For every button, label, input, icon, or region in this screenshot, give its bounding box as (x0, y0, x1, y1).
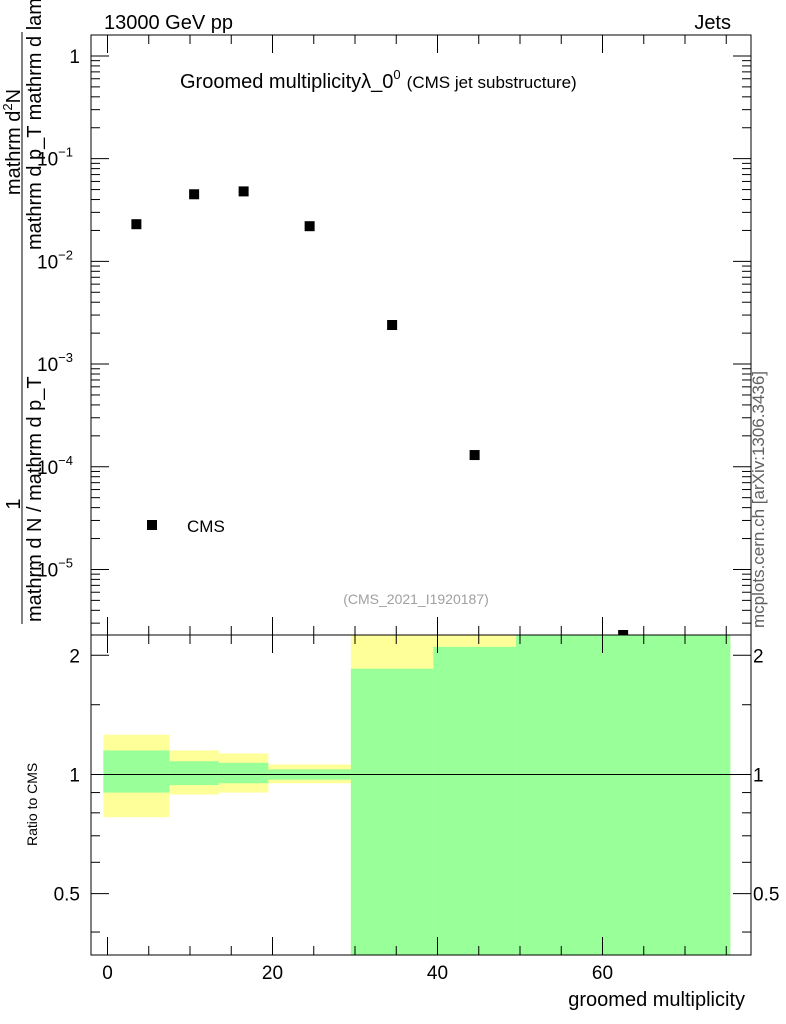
x-axis-label: groomed multiplicity (568, 989, 745, 1011)
data-point-cms (387, 320, 398, 331)
y-label-numerator: 1 (3, 498, 25, 509)
y-tick-label: 10−5 (37, 555, 73, 581)
y-tick-label: 10−2 (37, 247, 73, 273)
x-tick-label: 40 (427, 963, 448, 984)
data-point-cms (469, 450, 480, 461)
ratio-band-stat (515, 635, 731, 955)
y-tick-label: 1 (69, 47, 80, 68)
ratio-y-tick-label: 0.5 (54, 885, 80, 906)
ratio-y-tick-label-right: 1 (753, 765, 764, 786)
main-plot-frame (90, 34, 752, 636)
main-plot-panel: 1 10−1 10−2 10−3 10−4 10−5 Groomed multiplici… (0, 0, 752, 640)
legend-label-cms: CMS (187, 517, 225, 536)
y-tick-label: 10−1 (37, 145, 73, 171)
x-tick-label: 20 (262, 963, 283, 984)
data-point-cms (238, 186, 249, 197)
data-point-cms (131, 219, 142, 230)
y-label-denominator: mathrm d N / mathrm d p_T (24, 376, 46, 622)
ratio-band-stat (218, 762, 269, 784)
ratio-y-tick-label: 2 (69, 646, 80, 667)
x-tick-label: 0 (102, 963, 113, 984)
data-point-cms (304, 221, 315, 232)
y-tick-label: 10−4 (37, 453, 73, 479)
ratio-band-stat (350, 668, 434, 955)
analysis-label: (CMS_2021_I1920187) (343, 591, 489, 607)
y-label-inner-denominator: mathrm d p_T mathrm d lambda (24, 0, 46, 250)
y-label-inner-numerator: mathrm d2N (0, 89, 25, 195)
header-process-label: Jets (694, 12, 731, 34)
ratio-plot-frame (90, 634, 752, 956)
y-tick-label: 10−3 (37, 350, 73, 376)
header-energy-label: 13000 GeV pp (104, 12, 233, 34)
ratio-band-stat (103, 750, 170, 793)
main-plot-title: Groomed multiplicityλ_00 (CMS jet substru… (180, 67, 577, 93)
main-y-axis-label: 1 mathrm d N / mathrm d p_T mathrm d2N m… (0, 0, 46, 624)
data-point-cms (189, 189, 200, 200)
ratio-y-axis-label: Ratio to CMS (24, 763, 40, 846)
x-tick-label: 60 (592, 963, 613, 984)
ratio-band-stat (169, 761, 219, 786)
ratio-y-tick-label: 1 (69, 765, 80, 786)
ratio-band-stat (433, 646, 516, 955)
legend-marker-cms (147, 520, 157, 530)
ratio-y-tick-label-right: 0.5 (753, 885, 779, 906)
ratio-plot-panel: 0.5 0.51 12 20 20 40 60 Ratio to CMS groomed m… (24, 634, 779, 1011)
ratio-y-tick-label-right: 2 (753, 646, 764, 667)
mcplots-side-label: mcplots.cern.ch [arXiv:1306.3436] (749, 371, 768, 628)
